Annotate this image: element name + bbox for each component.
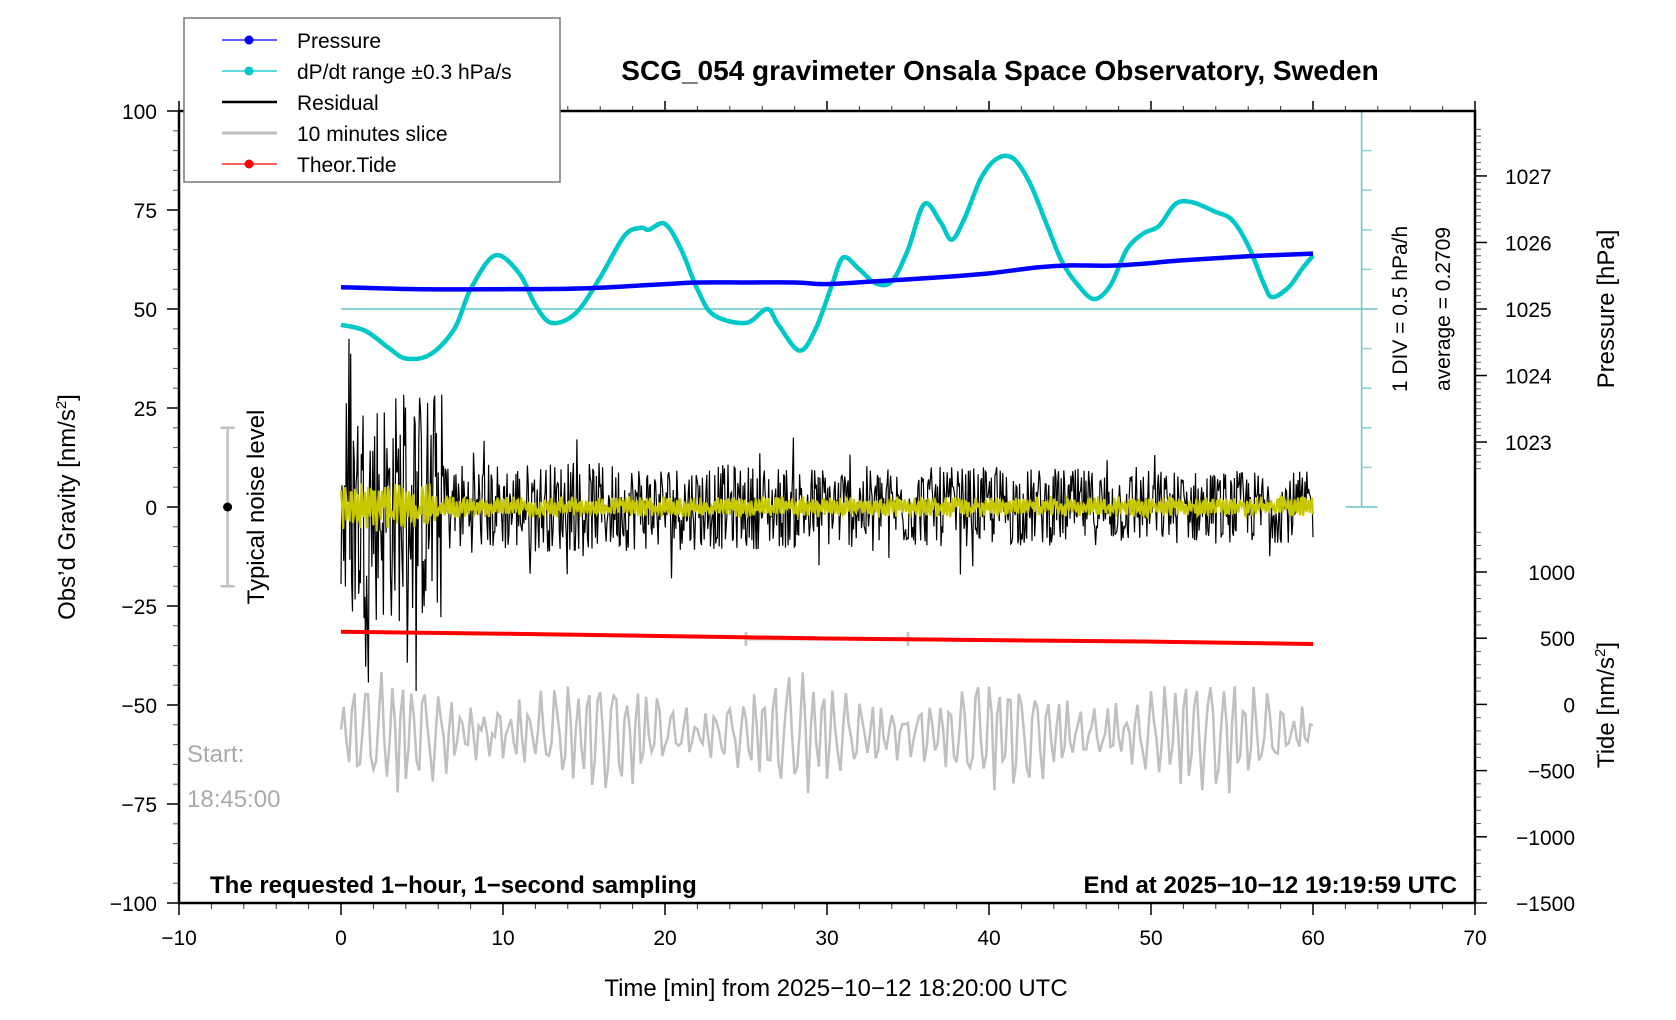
y-tide-tick-label: 0 (1563, 694, 1575, 717)
y-pressure-tick-label: 1026 (1505, 232, 1552, 255)
y-axis-left-title-end: ] (54, 394, 81, 401)
legend-label: Pressure (297, 30, 381, 53)
x-axis-title: Time [min] from 2025−10−12 18:20:00 UTC (604, 975, 1067, 1002)
y-pressure-tick-label: 1024 (1505, 366, 1552, 389)
y-axis-left-title-main: Obs’d Gravity [nm/s (54, 409, 81, 620)
y-tide-tick-label: 500 (1540, 628, 1575, 651)
y-tide-tick-label: 1000 (1528, 562, 1575, 585)
y-left-tick-label: 50 (134, 299, 157, 322)
y-tide-tick-label: −500 (1528, 761, 1575, 784)
legend: Pressure dP/dt range ±0.3 hPa/s Residual 10… (183, 17, 561, 183)
legend-swatch-marker (244, 35, 254, 45)
axes: −10 0 10 20 30 40 50 60 701007550250−25−50−75−10… (110, 101, 1575, 950)
end-time-annotation: End at 2025−10−12 19:19:59 UTC (1083, 872, 1457, 899)
slice-series-line (339, 671, 1314, 794)
y-pressure-tick-label: 1023 (1505, 432, 1552, 455)
legend-label: dP/dt range ±0.3 hPa/s (297, 61, 512, 84)
plot-frame (177, 109, 1477, 905)
noise-level-label: Typical noise level (243, 410, 270, 605)
y-tide-tick-label: −1500 (1516, 893, 1575, 916)
x-tick-label: 70 (1463, 927, 1486, 950)
x-tick-label: 50 (1139, 927, 1162, 950)
y-axis-tide-title-main: Tide [nm/s (1593, 657, 1620, 768)
legend-swatch-marker (244, 159, 254, 169)
sampling-annotation: The requested 1−hour, 1−second sampling (210, 872, 697, 899)
y-left-tick-label: −75 (121, 794, 157, 817)
x-tick-label: 40 (977, 927, 1000, 950)
y-left-tick-label: −100 (110, 893, 157, 916)
y-axis-tide-title-sup: 2 (1592, 649, 1609, 657)
legend-label: 10 minutes slice (297, 123, 448, 146)
dpdt-series-line (340, 153, 1315, 362)
x-tick-label: −10 (161, 927, 197, 950)
x-tick-label: 0 (335, 927, 347, 950)
legend-swatch-marker (244, 66, 254, 76)
y-left-tick-label: −25 (121, 596, 157, 619)
y-tide-tick-label: −1000 (1516, 827, 1575, 850)
legend-label: Residual (297, 92, 379, 115)
start-time: 18:45:00 (187, 786, 280, 813)
y-left-tick-label: 100 (122, 101, 157, 124)
noise-level-dot (223, 502, 233, 512)
y-axis-tide-title: Tide [nm/s2] (1592, 642, 1620, 768)
y-left-tick-label: 0 (145, 497, 157, 520)
y-pressure-tick-label: 1027 (1505, 166, 1552, 189)
dpdt-div-label: 1 DIV = 0.5 hPa/h (1389, 226, 1412, 392)
legend-label: Theor.Tide (297, 154, 397, 177)
tide-series-line (340, 629, 1314, 646)
y-left-tick-label: 25 (134, 398, 157, 421)
x-tick-label: 10 (491, 927, 514, 950)
x-tick-label: 20 (653, 927, 676, 950)
dpdt-average-label: average = 0.2709 (1432, 227, 1455, 391)
plot-area (220, 110, 1378, 794)
residual-filtered-line (339, 483, 1315, 532)
pressure-series-line (340, 251, 1314, 292)
y-axis-left-title-sup: 2 (53, 401, 70, 409)
chart-title: SCG_054 gravimeter Onsala Space Observat… (621, 55, 1378, 86)
y-pressure-tick-label: 1025 (1505, 299, 1552, 322)
y-left-tick-label: 75 (134, 200, 157, 223)
x-tick-label: 30 (815, 927, 838, 950)
y-left-tick-label: −50 (121, 695, 157, 718)
start-label: Start: (187, 741, 244, 768)
y-axis-tide-title-end: ] (1593, 642, 1620, 649)
y-axis-pressure-title: Pressure [hPa] (1593, 230, 1620, 389)
legend-box (183, 17, 561, 183)
y-axis-left-title: Obs’d Gravity [nm/s2] (53, 394, 81, 620)
x-tick-label: 60 (1301, 927, 1324, 950)
